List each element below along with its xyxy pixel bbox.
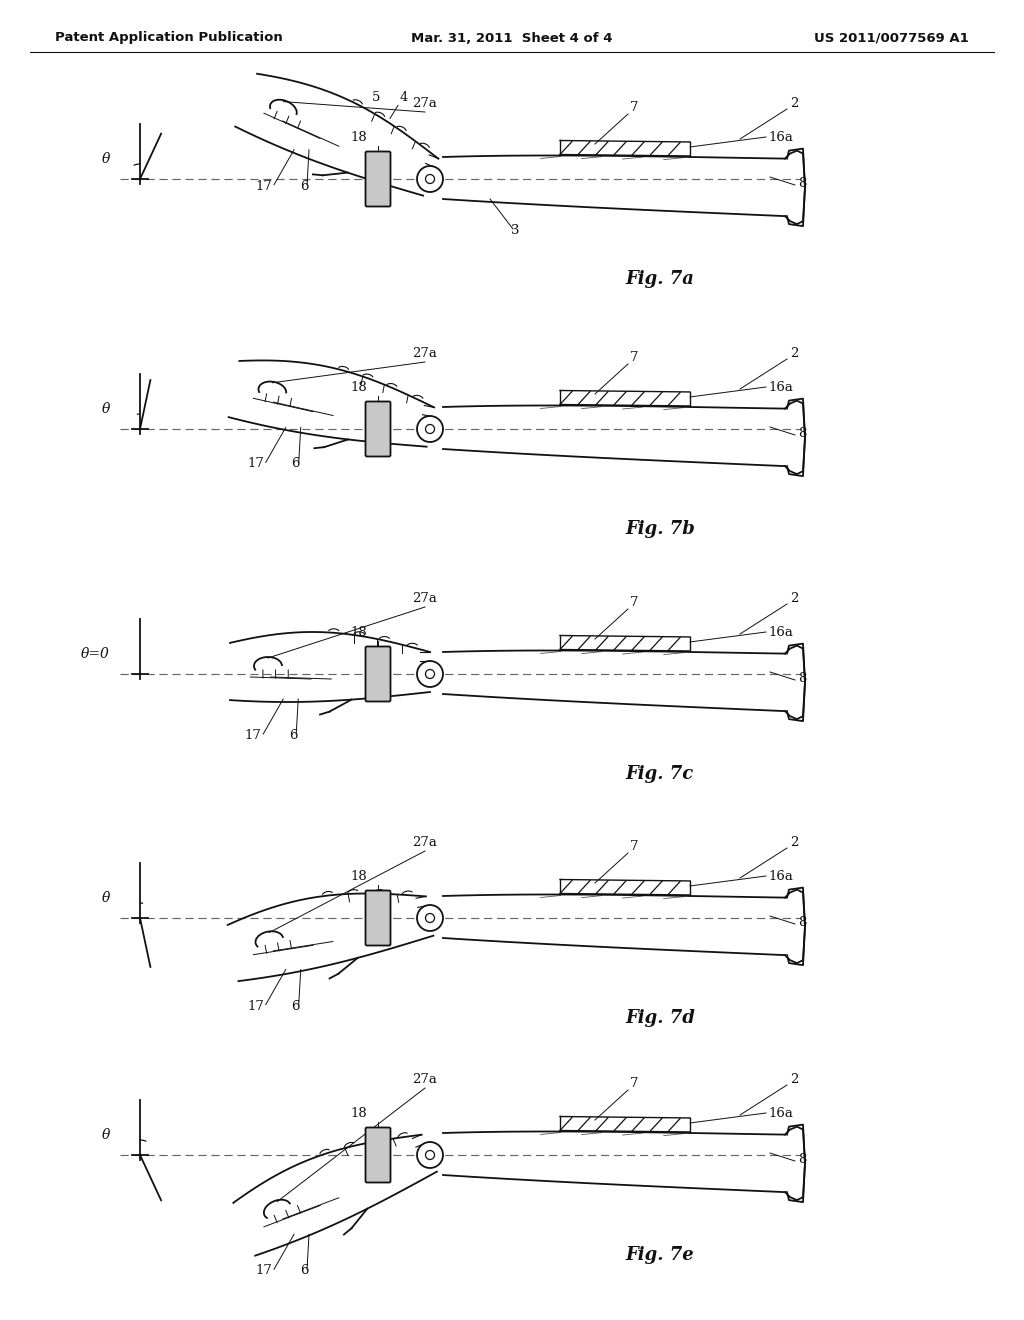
Text: Fig. 7a: Fig. 7a bbox=[626, 271, 694, 288]
Text: 16a: 16a bbox=[768, 1107, 793, 1119]
Circle shape bbox=[426, 913, 434, 923]
Text: 18: 18 bbox=[350, 626, 368, 639]
Text: 2: 2 bbox=[790, 836, 799, 849]
Text: 7: 7 bbox=[630, 351, 639, 364]
Text: 7: 7 bbox=[630, 840, 639, 853]
Text: 27a: 27a bbox=[413, 836, 437, 849]
Text: θ: θ bbox=[101, 891, 110, 906]
FancyBboxPatch shape bbox=[366, 1127, 390, 1183]
Text: 7: 7 bbox=[630, 597, 639, 609]
Circle shape bbox=[417, 661, 443, 686]
Text: 8: 8 bbox=[798, 426, 806, 440]
Circle shape bbox=[426, 1151, 434, 1159]
Text: 7: 7 bbox=[630, 102, 639, 114]
Circle shape bbox=[417, 416, 443, 442]
Text: θ=0: θ=0 bbox=[81, 647, 110, 661]
Text: 16a: 16a bbox=[768, 626, 793, 639]
Text: 6: 6 bbox=[300, 1265, 308, 1278]
Text: 5: 5 bbox=[372, 91, 380, 104]
Text: 8: 8 bbox=[798, 177, 806, 190]
Text: 2: 2 bbox=[790, 591, 799, 605]
Text: 17: 17 bbox=[256, 180, 272, 193]
Text: 16a: 16a bbox=[768, 131, 793, 144]
Text: 8: 8 bbox=[798, 1152, 806, 1166]
Text: θ: θ bbox=[101, 152, 110, 166]
Text: 18: 18 bbox=[350, 381, 368, 393]
Text: US 2011/0077569 A1: US 2011/0077569 A1 bbox=[814, 32, 969, 45]
Text: 17: 17 bbox=[245, 729, 262, 742]
Text: 3: 3 bbox=[511, 224, 519, 238]
Text: 6: 6 bbox=[300, 180, 308, 193]
Text: 18: 18 bbox=[350, 131, 368, 144]
Text: 16a: 16a bbox=[768, 870, 793, 883]
Text: Fig. 7d: Fig. 7d bbox=[625, 1008, 695, 1027]
Text: 6: 6 bbox=[292, 999, 300, 1012]
Text: Mar. 31, 2011  Sheet 4 of 4: Mar. 31, 2011 Sheet 4 of 4 bbox=[412, 32, 612, 45]
Text: Fig. 7e: Fig. 7e bbox=[626, 1246, 694, 1265]
Text: 18: 18 bbox=[350, 870, 368, 883]
FancyBboxPatch shape bbox=[366, 891, 390, 945]
Text: θ: θ bbox=[101, 1129, 110, 1142]
Text: 2: 2 bbox=[790, 347, 799, 360]
Text: 8: 8 bbox=[798, 672, 806, 685]
Text: Fig. 7c: Fig. 7c bbox=[626, 766, 694, 783]
Text: 17: 17 bbox=[248, 999, 264, 1012]
FancyBboxPatch shape bbox=[366, 401, 390, 457]
Text: 7: 7 bbox=[630, 1077, 639, 1090]
Circle shape bbox=[417, 1142, 443, 1168]
FancyBboxPatch shape bbox=[366, 647, 390, 701]
Text: 27a: 27a bbox=[413, 347, 437, 360]
Text: 4: 4 bbox=[400, 91, 409, 104]
Circle shape bbox=[417, 906, 443, 931]
Text: 17: 17 bbox=[256, 1265, 272, 1278]
Text: 2: 2 bbox=[790, 1073, 799, 1086]
Text: 18: 18 bbox=[350, 1107, 368, 1119]
Text: 16a: 16a bbox=[768, 381, 793, 393]
FancyBboxPatch shape bbox=[366, 152, 390, 206]
Text: Patent Application Publication: Patent Application Publication bbox=[55, 32, 283, 45]
Text: 8: 8 bbox=[798, 916, 806, 929]
Text: 6: 6 bbox=[292, 458, 300, 470]
Text: Fig. 7b: Fig. 7b bbox=[625, 520, 695, 539]
Text: 27a: 27a bbox=[413, 96, 437, 110]
Text: 2: 2 bbox=[790, 96, 799, 110]
Circle shape bbox=[426, 425, 434, 433]
Text: 27a: 27a bbox=[413, 1073, 437, 1086]
Text: 17: 17 bbox=[248, 458, 264, 470]
Text: θ: θ bbox=[101, 403, 110, 416]
Circle shape bbox=[426, 669, 434, 678]
Circle shape bbox=[426, 174, 434, 183]
Circle shape bbox=[417, 166, 443, 191]
Text: 27a: 27a bbox=[413, 591, 437, 605]
Text: 6: 6 bbox=[289, 729, 298, 742]
